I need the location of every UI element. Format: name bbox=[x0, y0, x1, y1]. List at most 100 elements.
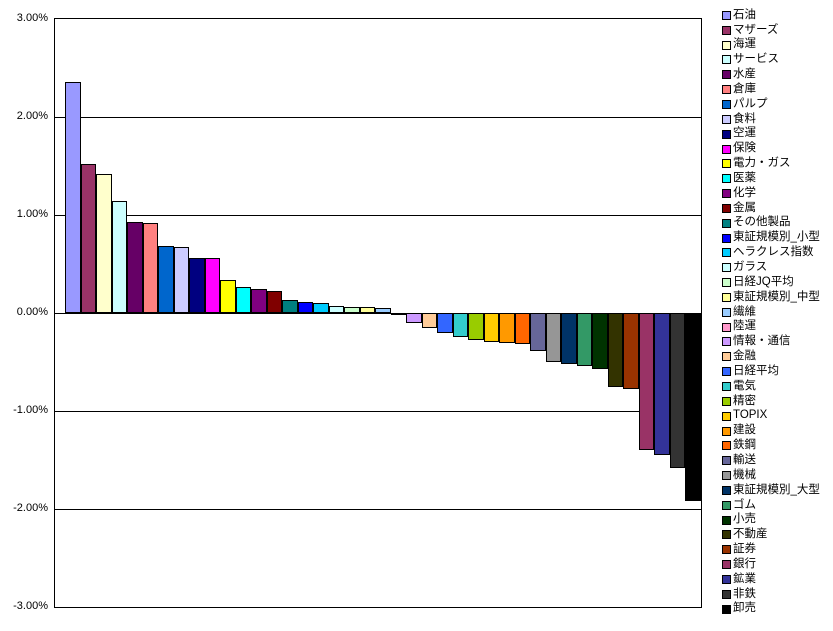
legend-swatch bbox=[722, 367, 731, 377]
y-axis-tick-label: 0.00% bbox=[16, 306, 48, 318]
legend-label: 水産 bbox=[733, 68, 756, 81]
legend-item: ゴム bbox=[722, 498, 833, 513]
legend-item: 電気 bbox=[722, 379, 833, 394]
bar bbox=[220, 279, 236, 313]
legend-item: 東証規模別_中型 bbox=[722, 290, 833, 305]
legend-item: 日経JQ平均 bbox=[722, 275, 833, 290]
legend-label: 情報・通信 bbox=[733, 335, 791, 348]
gridline bbox=[55, 313, 701, 314]
legend-swatch bbox=[722, 248, 731, 258]
legend-item: 医薬 bbox=[722, 171, 833, 186]
legend-swatch bbox=[722, 560, 731, 570]
legend-label: 卸売 bbox=[733, 602, 756, 615]
legend-swatch bbox=[722, 574, 731, 584]
bar bbox=[530, 313, 546, 352]
bar bbox=[685, 313, 701, 502]
legend-item: 機械 bbox=[722, 468, 833, 483]
bar bbox=[204, 258, 220, 313]
legend-item: 鉱業 bbox=[722, 572, 833, 587]
legend-swatch bbox=[722, 85, 731, 95]
legend-item: 繊維 bbox=[722, 305, 833, 320]
legend-swatch bbox=[722, 292, 731, 302]
bar bbox=[669, 313, 685, 468]
legend-label: その他製品 bbox=[733, 216, 791, 229]
bar bbox=[452, 313, 468, 337]
legend-label: TOPIX bbox=[733, 409, 768, 422]
legend-label: 東証規模別_小型 bbox=[733, 231, 820, 244]
legend-item: 非鉄 bbox=[722, 587, 833, 602]
legend-label: 空運 bbox=[733, 127, 756, 140]
y-axis-tick-label: -2.00% bbox=[13, 502, 48, 514]
legend-swatch bbox=[722, 337, 731, 347]
legend-label: 東証規模別_中型 bbox=[733, 290, 820, 303]
bar bbox=[189, 258, 205, 313]
bar bbox=[375, 308, 391, 313]
legend-item: 東証規模別_大型 bbox=[722, 483, 833, 498]
bar bbox=[328, 306, 344, 313]
legend-item: 空運 bbox=[722, 127, 833, 142]
legend-item: 不動産 bbox=[722, 528, 833, 543]
legend-item: 電力・ガス bbox=[722, 156, 833, 171]
legend-swatch bbox=[722, 70, 731, 80]
legend-label: 日経JQ平均 bbox=[733, 275, 794, 288]
bar bbox=[282, 300, 298, 313]
bar bbox=[266, 291, 282, 313]
legend-label: マザーズ bbox=[733, 23, 779, 36]
bar bbox=[545, 313, 561, 362]
legend-item: 金融 bbox=[722, 349, 833, 364]
legend-label: 輸送 bbox=[733, 453, 756, 466]
legend-item: 証券 bbox=[722, 542, 833, 557]
y-axis-tick-label: 3.00% bbox=[16, 12, 48, 24]
legend-item: 保険 bbox=[722, 142, 833, 157]
legend-label: 医薬 bbox=[733, 171, 756, 184]
legend-item: 東証規模別_小型 bbox=[722, 231, 833, 246]
legend-label: 機械 bbox=[733, 468, 756, 481]
legend-item: ヘラクレス指数 bbox=[722, 246, 833, 261]
bar bbox=[297, 302, 313, 313]
legend-swatch bbox=[722, 396, 731, 406]
legend-swatch bbox=[722, 485, 731, 495]
legend-swatch bbox=[722, 604, 731, 614]
legend-item: 金属 bbox=[722, 201, 833, 216]
legend-label: 精密 bbox=[733, 394, 756, 407]
legend-label: 鉄鋼 bbox=[733, 439, 756, 452]
legend-swatch bbox=[722, 159, 731, 169]
legend-swatch bbox=[722, 471, 731, 481]
legend-label: サービス bbox=[733, 53, 779, 66]
legend-swatch bbox=[722, 99, 731, 109]
plot-area bbox=[54, 18, 702, 608]
legend-swatch bbox=[722, 114, 731, 124]
bar bbox=[313, 303, 329, 313]
bar bbox=[514, 313, 530, 345]
bar bbox=[638, 313, 654, 451]
gridline bbox=[55, 411, 701, 412]
bar bbox=[127, 221, 143, 313]
bar bbox=[623, 313, 639, 390]
bar bbox=[158, 246, 174, 313]
legend-swatch bbox=[722, 441, 731, 451]
legend-item: その他製品 bbox=[722, 216, 833, 231]
legend-swatch bbox=[722, 382, 731, 392]
gridline bbox=[55, 117, 701, 118]
legend-item: 倉庫 bbox=[722, 82, 833, 97]
legend-item: 石油 bbox=[722, 8, 833, 23]
legend-item: 精密 bbox=[722, 394, 833, 409]
legend-swatch bbox=[722, 129, 731, 139]
legend-label: 保険 bbox=[733, 142, 756, 155]
bar bbox=[390, 313, 406, 315]
legend-swatch bbox=[722, 144, 731, 154]
legend-swatch bbox=[722, 10, 731, 20]
bar bbox=[607, 313, 623, 388]
legend-label: 銀行 bbox=[733, 557, 756, 570]
legend-label: 食料 bbox=[733, 112, 756, 125]
legend-label: 建設 bbox=[733, 424, 756, 437]
legend-swatch bbox=[722, 456, 731, 466]
gridline bbox=[55, 215, 701, 216]
legend-swatch bbox=[722, 589, 731, 599]
legend-item: マザーズ bbox=[722, 23, 833, 38]
legend-label: 石油 bbox=[733, 8, 756, 21]
bar bbox=[592, 313, 608, 369]
legend-swatch bbox=[722, 174, 731, 184]
legend-item: 卸売 bbox=[722, 602, 833, 617]
